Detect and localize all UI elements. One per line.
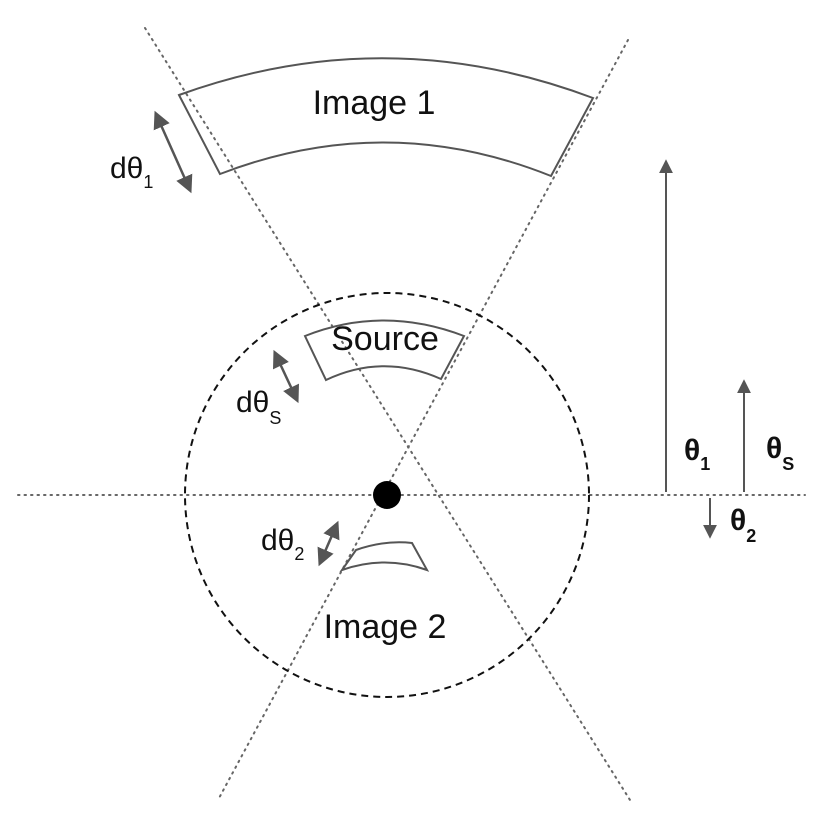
d-theta-s-arrow: [273, 349, 299, 404]
d-theta-1-arrow: [153, 110, 193, 194]
image1-arc: [177, 57, 595, 178]
source-label: Source: [331, 320, 439, 358]
ray-left: [144, 27, 631, 801]
theta-s-label: θS: [766, 432, 794, 474]
d-theta-2-label: dθ2: [261, 524, 304, 564]
einstein-ring: [184, 292, 590, 698]
d-theta-s-label: dθS: [236, 386, 281, 428]
image2-arc: [339, 541, 430, 572]
d-theta-1-label: dθ1: [110, 152, 153, 192]
ray-right: [217, 39, 629, 801]
image2-label: Image 2: [324, 608, 447, 646]
image1-label: Image 1: [313, 84, 436, 122]
lens-mass: [373, 481, 401, 509]
theta-2-label: θ2: [730, 504, 756, 546]
theta-1-label: θ1: [684, 434, 710, 474]
source-arc: [303, 319, 466, 382]
d-theta-2-arrow: [317, 520, 340, 567]
